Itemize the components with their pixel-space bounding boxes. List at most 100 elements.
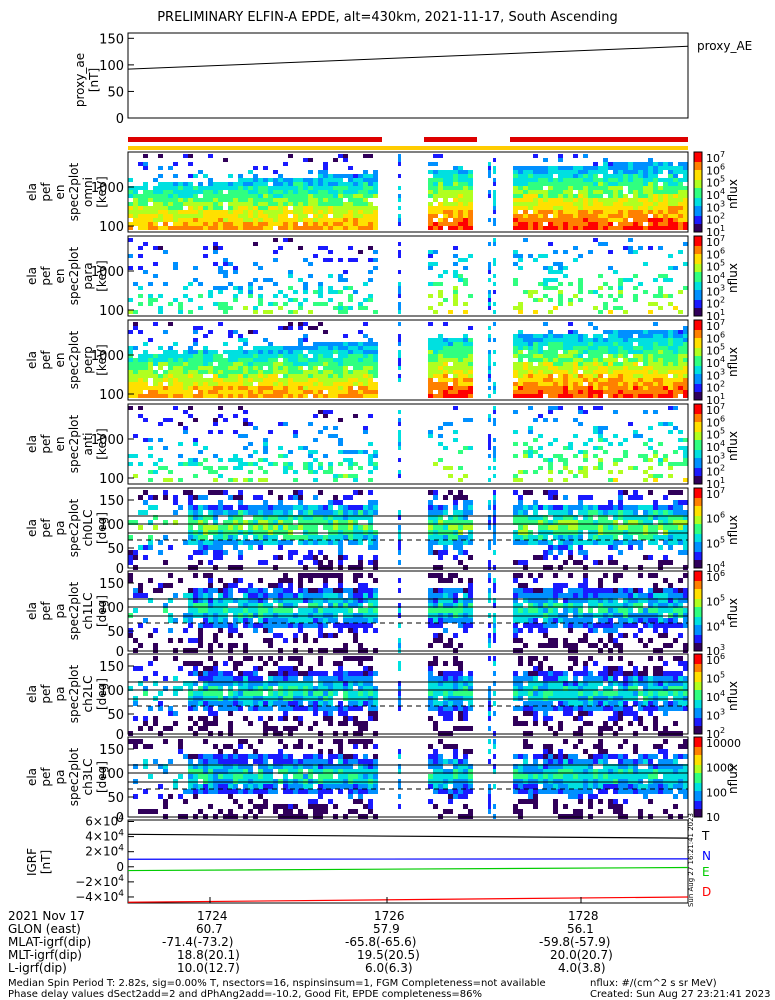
spec-cell [523, 338, 528, 342]
spec-cell [193, 350, 198, 354]
spec-cell [213, 226, 218, 230]
colorbar-cell [694, 480, 702, 483]
spec-cell [243, 190, 248, 194]
spec-cell [568, 510, 573, 515]
spec-cell [583, 198, 588, 202]
spec-cell [493, 158, 496, 162]
spec-cell [308, 178, 313, 182]
spec-cell [288, 182, 293, 186]
spec-cell [643, 186, 648, 190]
spec-cell [668, 358, 673, 362]
spec-cell [628, 238, 633, 242]
spec-cell [433, 182, 438, 186]
spec-cell [263, 166, 268, 170]
spec-cell [398, 338, 401, 342]
spec-cell [363, 390, 368, 394]
spec-cell [338, 194, 343, 198]
spec-cell [533, 354, 538, 358]
spec-cell [633, 346, 638, 350]
spec-cell [573, 540, 578, 545]
spec-cell [628, 206, 633, 210]
spec-cell [278, 354, 283, 358]
spec-cell [313, 540, 318, 545]
spec-cell [223, 390, 228, 394]
spec-cell [143, 194, 148, 198]
spec-cell [648, 474, 653, 478]
spec-cell [563, 370, 568, 374]
spec-cell [298, 190, 303, 194]
spec-cell [533, 222, 538, 226]
spec-cell [368, 414, 373, 418]
spec-cell [308, 190, 313, 194]
spec-cell [528, 186, 533, 190]
spec-cell [608, 334, 613, 338]
spec-cell [368, 520, 373, 525]
spec-cell [463, 266, 468, 270]
spec-cell [278, 540, 283, 545]
spec-cell [678, 382, 683, 386]
spec-cell [513, 560, 518, 565]
spec-cell [323, 386, 328, 390]
spec-cell [443, 378, 448, 382]
spec-cell [233, 394, 238, 398]
spec-cell [338, 342, 343, 346]
spec-cell [163, 218, 168, 222]
spec-cell [268, 194, 273, 198]
spec-cell [553, 545, 558, 550]
spec-cell [588, 390, 593, 394]
spec-cell [253, 214, 258, 218]
spec-cell [453, 174, 458, 178]
spec-cell [148, 545, 153, 550]
spec-cell [338, 198, 343, 202]
spec-cell [188, 593, 193, 598]
spec-cell [603, 214, 608, 218]
spec-cell [443, 174, 448, 178]
spec-cell [563, 466, 568, 470]
spec-cell [173, 495, 178, 500]
spec-cell [643, 334, 648, 338]
spec-cell [453, 382, 458, 386]
spec-cell [243, 505, 248, 510]
spec-cell [348, 166, 353, 170]
spec-cell [313, 226, 318, 230]
spec-cell [578, 495, 583, 500]
spec-cell [588, 520, 593, 525]
spec-cell [293, 354, 298, 358]
spec-cell [263, 598, 268, 603]
spec-cell [363, 350, 368, 354]
spec-cell [678, 354, 683, 358]
spec-cell [258, 545, 263, 550]
spec-cell [138, 583, 143, 588]
spec-cell [338, 366, 343, 370]
spec-cell [543, 254, 548, 258]
spec-cell [358, 182, 363, 186]
spec-cell [363, 535, 368, 540]
spec-cell [658, 346, 663, 350]
spec-cell [143, 386, 148, 390]
spec-cell [203, 214, 208, 218]
spec-cell [468, 386, 473, 390]
spec-cell [648, 358, 653, 362]
spec-cell [253, 505, 258, 510]
spec-cell [318, 550, 323, 555]
spec-cell [633, 525, 638, 530]
spec-cell [278, 525, 283, 530]
spec-cell [568, 178, 573, 182]
spec-cell [168, 350, 173, 354]
spec-cell [353, 182, 358, 186]
colorbar-cell [694, 236, 702, 239]
spec-cell [358, 198, 363, 202]
spec-cell [618, 378, 623, 382]
spec-cell [178, 194, 183, 198]
spec-cell [453, 386, 458, 390]
spec-cell [663, 382, 668, 386]
spec-cell [488, 560, 491, 565]
spec-cell [613, 202, 618, 206]
spec-cell [518, 370, 523, 374]
spec-cell [188, 190, 193, 194]
spec-cell [273, 520, 278, 525]
spec-cell [358, 202, 363, 206]
spec-cell [353, 510, 358, 515]
spec-cell [543, 266, 548, 270]
spec-cell [333, 194, 338, 198]
